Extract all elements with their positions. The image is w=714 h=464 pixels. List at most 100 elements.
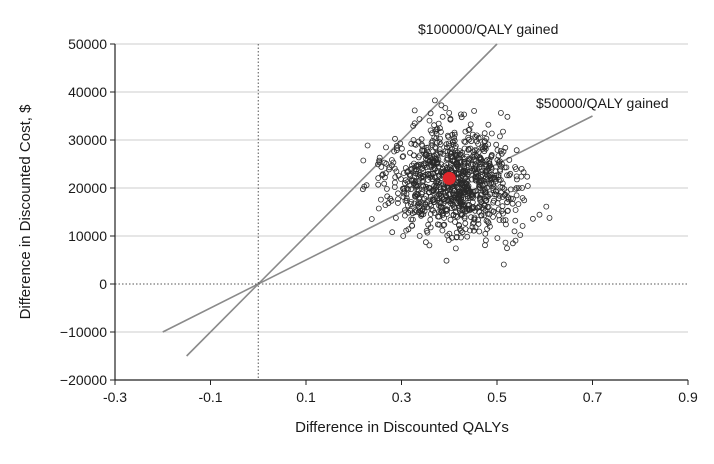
simulation-point	[455, 174, 462, 181]
simulation-point	[496, 212, 502, 219]
simulation-point	[485, 121, 492, 128]
simulation-points	[359, 97, 553, 268]
simulation-point	[385, 200, 392, 207]
simulation-point	[482, 237, 489, 244]
simulation-point	[426, 117, 433, 124]
simulation-point	[504, 199, 511, 206]
simulation-point	[424, 171, 431, 178]
simulation-point	[464, 195, 471, 202]
simulation-point	[501, 164, 508, 171]
simulation-point	[428, 206, 435, 213]
simulation-point	[467, 121, 474, 128]
simulation-point	[468, 138, 475, 145]
simulation-point	[404, 185, 410, 192]
simulation-point	[469, 131, 476, 138]
tick-labels: −20000 −10000 0 10000 20000 30000 40000 50000 -0…	[60, 36, 698, 405]
simulation-point	[465, 201, 472, 208]
simulation-point	[423, 152, 429, 159]
simulation-point	[461, 215, 468, 222]
simulation-point	[499, 193, 506, 200]
simulation-point	[500, 217, 507, 224]
simulation-point	[418, 141, 425, 148]
simulation-point	[519, 222, 526, 229]
simulation-point	[414, 186, 421, 193]
simulation-point	[465, 164, 472, 170]
simulation-point	[456, 191, 463, 198]
simulation-point	[439, 212, 446, 218]
simulation-point	[376, 157, 383, 164]
simulation-point	[428, 139, 435, 146]
simulation-point	[462, 174, 469, 181]
simulation-point	[493, 141, 500, 148]
simulation-point	[473, 132, 480, 139]
simulation-point	[450, 194, 457, 201]
simulation-point	[444, 187, 451, 194]
simulation-point	[488, 164, 495, 171]
simulation-point	[446, 230, 453, 237]
simulation-point	[388, 157, 395, 163]
x-tick-label: -0.1	[198, 389, 222, 405]
simulation-point	[422, 201, 429, 208]
simulation-point	[413, 183, 420, 190]
simulation-point	[518, 173, 525, 180]
simulation-point	[408, 186, 415, 193]
simulation-point	[479, 144, 486, 151]
simulation-point	[400, 193, 407, 200]
simulation-point	[451, 131, 458, 138]
simulation-point	[476, 209, 483, 215]
y-tick-label: 40000	[68, 84, 107, 100]
simulation-point	[515, 185, 522, 192]
simulation-point	[452, 204, 458, 211]
simulation-point	[418, 190, 425, 197]
x-tick-label: 0.5	[487, 389, 507, 405]
simulation-point	[513, 166, 519, 173]
simulation-point	[449, 139, 456, 146]
simulation-point	[481, 144, 488, 151]
simulation-point	[462, 220, 469, 227]
simulation-point	[400, 153, 407, 160]
simulation-point	[513, 147, 520, 154]
simulation-point	[423, 185, 430, 192]
simulation-point	[471, 167, 478, 174]
simulation-point	[423, 227, 430, 234]
simulation-point	[415, 163, 422, 170]
simulation-point	[452, 245, 459, 252]
simulation-point	[391, 165, 398, 172]
simulation-point	[438, 102, 445, 109]
simulation-point	[483, 197, 490, 204]
simulation-point	[391, 184, 398, 191]
simulation-point	[466, 207, 473, 214]
simulation-point	[435, 156, 442, 163]
simulation-point	[519, 184, 525, 191]
simulation-point	[410, 123, 417, 129]
simulation-point	[480, 205, 487, 212]
simulation-point	[487, 162, 494, 169]
simulation-point	[482, 168, 489, 175]
simulation-point	[468, 214, 474, 221]
simulation-point	[429, 130, 436, 137]
simulation-point	[447, 216, 454, 223]
simulation-point	[482, 187, 489, 194]
simulation-point	[484, 218, 491, 225]
simulation-point	[459, 229, 466, 236]
simulation-point	[513, 192, 520, 199]
simulation-point	[477, 195, 484, 202]
simulation-point	[368, 216, 375, 222]
simulation-point	[502, 221, 509, 228]
simulation-point	[401, 207, 408, 214]
simulation-point	[436, 146, 443, 153]
y-tick-label: 10000	[68, 228, 107, 244]
simulation-point	[407, 173, 414, 180]
simulation-point	[492, 168, 499, 175]
simulation-point	[458, 212, 465, 219]
simulation-point	[506, 172, 513, 179]
simulation-point	[386, 166, 392, 173]
simulation-point	[453, 229, 460, 236]
simulation-point	[384, 193, 391, 200]
simulation-point	[437, 149, 443, 156]
simulation-point	[436, 221, 443, 228]
simulation-point	[453, 154, 460, 161]
simulation-point	[473, 147, 480, 154]
simulation-point	[402, 165, 409, 171]
simulation-point	[443, 144, 450, 151]
